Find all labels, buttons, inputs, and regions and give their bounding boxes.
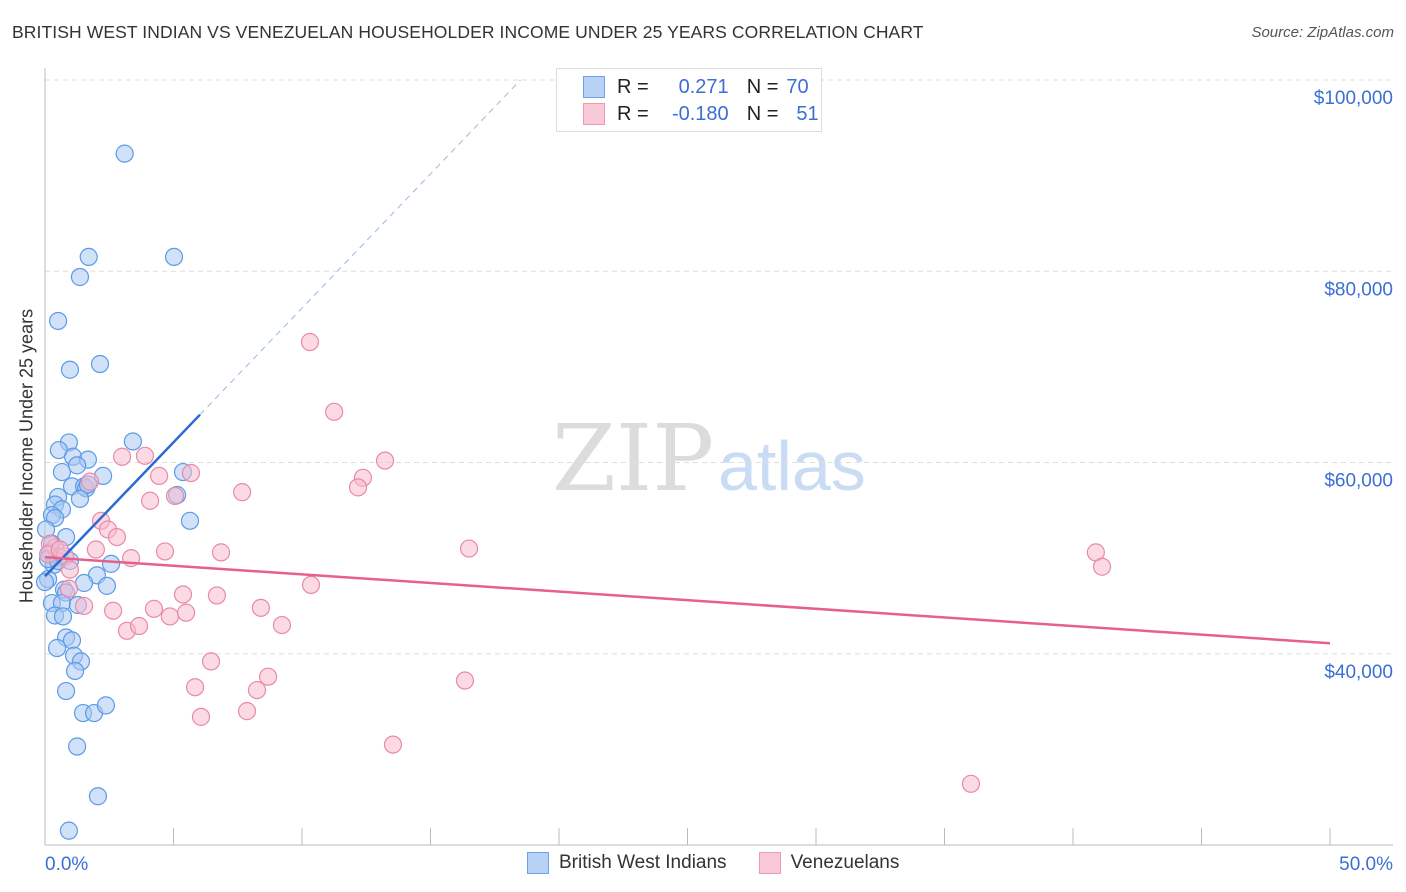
- venezuelan-point: [455, 671, 475, 690]
- british-west-indian-trend-extension: [199, 79, 521, 416]
- venezuelan-point: [112, 447, 132, 466]
- venezuelan-point: [325, 402, 344, 421]
- british-west-indian-point: [180, 511, 200, 530]
- y-tick-label: $80,000: [1324, 279, 1393, 300]
- venezuelan-point: [165, 486, 185, 506]
- venezuelan-point: [301, 575, 321, 595]
- british-west-indian-point: [59, 821, 79, 840]
- r-value: 0.271: [678, 75, 729, 98]
- british-west-indian-point: [49, 311, 68, 331]
- watermark-atlas: atlas: [718, 427, 866, 505]
- venezuelan-point: [272, 615, 292, 635]
- venezuelan-point: [191, 707, 211, 726]
- british-west-indian-point: [52, 462, 72, 482]
- r-label: R =: [617, 102, 649, 125]
- venezuelan-point: [86, 540, 105, 559]
- british-west-indian-point: [68, 737, 87, 756]
- venezuelan-point: [80, 472, 100, 491]
- source-label: Source: ZipAtlas.com: [1251, 24, 1394, 41]
- r-value: -0.180: [671, 102, 729, 125]
- pink-swatch-icon: [758, 852, 781, 874]
- venezuelan-point: [135, 446, 155, 465]
- british-west-indian-point: [88, 787, 108, 806]
- venezuelan-point: [107, 527, 127, 547]
- british-west-indian-point: [47, 638, 67, 658]
- pink-swatch-icon: [583, 103, 605, 125]
- chart-title: BRITISH WEST INDIAN VS VENEZUELAN HOUSEH…: [12, 22, 924, 42]
- venezuelan-point: [258, 667, 278, 686]
- venezuelan-point: [141, 491, 160, 510]
- legend-item-british-west-indians[interactable]: British West Indians: [527, 852, 727, 874]
- y-tick-label: $100,000: [1314, 88, 1393, 109]
- venezuelan-point: [300, 332, 320, 352]
- legend-row-british-west-indians: R = 0.271 N = 70: [583, 74, 809, 100]
- n-label: N =: [746, 102, 779, 125]
- legend-row-venezuelans: R = -0.180 N = 51: [583, 101, 819, 127]
- correlation-legend: R = 0.271 N = 70 R = -0.180 N = 51: [556, 68, 822, 132]
- watermark-zip: ZIP: [552, 405, 714, 512]
- venezuelan-point: [383, 735, 403, 754]
- british-west-indian-point: [65, 661, 85, 681]
- british-west-indian-point: [60, 360, 80, 379]
- n-label: N =: [746, 75, 779, 98]
- venezuelan-point: [173, 585, 193, 604]
- venezuelan-point: [1092, 557, 1112, 576]
- venezuelan-point: [247, 680, 267, 700]
- british-west-indian-point: [70, 267, 90, 287]
- venezuelan-point: [237, 702, 257, 721]
- british-west-indian-point: [68, 456, 87, 475]
- british-west-indian-point: [90, 354, 110, 374]
- british-west-indian-point: [56, 681, 76, 701]
- british-west-indian-point: [35, 572, 55, 592]
- venezuelan-point: [176, 603, 196, 622]
- venezuelan-point: [251, 598, 270, 617]
- venezuelan-point: [59, 579, 79, 598]
- british-west-indian-point: [74, 573, 94, 593]
- venezuelan-point: [459, 539, 479, 558]
- venezuelan-point: [144, 599, 164, 618]
- blue-swatch-icon: [527, 852, 549, 874]
- british-west-indian-point: [96, 696, 116, 715]
- x-tick-label: 50.0%: [1339, 854, 1393, 875]
- y-tick-label: $40,000: [1324, 662, 1393, 683]
- venezuelan-point: [104, 601, 123, 620]
- british-west-indian-trend-line: [44, 413, 201, 578]
- x-tick-label: 0.0%: [45, 854, 88, 875]
- venezuelan-point: [129, 616, 149, 636]
- y-tick-label: $60,000: [1324, 471, 1393, 492]
- venezuelan-point: [961, 774, 981, 793]
- british-west-indian-point: [79, 247, 98, 267]
- venezuelan-point: [150, 466, 169, 485]
- venezuelan-point: [60, 560, 80, 579]
- british-west-indian-point: [62, 631, 82, 650]
- venezuelan-point: [348, 478, 368, 497]
- british-west-indian-point: [115, 144, 134, 163]
- british-west-indian-point: [53, 607, 73, 626]
- series-legend: British West Indians Venezuelans: [527, 852, 931, 874]
- british-west-indian-point: [101, 554, 121, 573]
- british-west-indian-point: [123, 432, 142, 451]
- legend-label: British West Indians: [559, 852, 727, 873]
- venezuelan-point: [375, 451, 395, 470]
- venezuelan-point: [155, 542, 175, 561]
- venezuelan-point: [160, 607, 180, 626]
- british-west-indian-point: [70, 489, 90, 508]
- venezuelan-trend-line: [44, 555, 1331, 645]
- blue-swatch-icon: [583, 76, 605, 98]
- venezuelan-point: [201, 652, 221, 671]
- british-west-indian-point: [97, 576, 117, 595]
- legend-label: Venezuelans: [790, 852, 900, 873]
- r-label: R =: [617, 75, 649, 98]
- venezuelan-point: [181, 463, 201, 483]
- venezuelan-point: [207, 586, 227, 605]
- venezuelan-point: [74, 596, 94, 616]
- venezuelan-point: [185, 678, 205, 697]
- n-value: 51: [796, 102, 819, 125]
- legend-item-venezuelans[interactable]: Venezuelans: [758, 852, 900, 874]
- venezuelan-point: [233, 483, 252, 502]
- n-value: 70: [786, 75, 809, 98]
- venezuelan-point: [211, 543, 231, 562]
- british-west-indian-point: [164, 247, 184, 267]
